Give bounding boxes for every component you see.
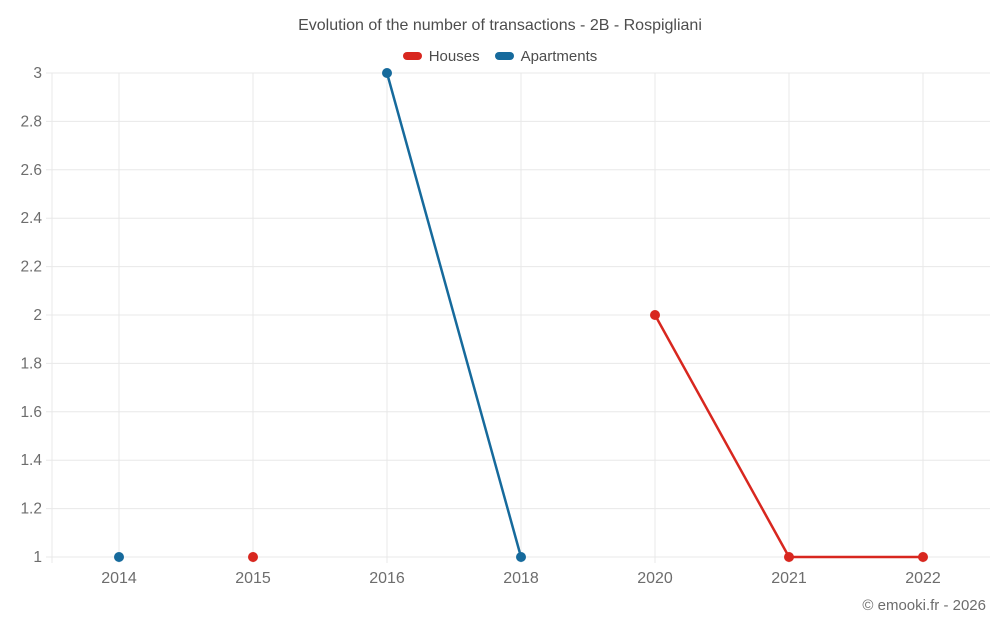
chart-legend: Houses Apartments [0,46,1000,66]
data-point-houses-2020[interactable] [650,310,660,320]
apartments-swatch-icon [494,52,514,60]
y-tick-label: 2.8 [20,113,42,130]
legend-item-apartments[interactable]: Apartments [494,47,598,65]
series-line-apartments [385,71,523,559]
legend-label-apartments: Apartments [520,47,598,65]
y-tick-label: 2 [33,307,42,324]
y-tick-label: 2.4 [20,210,42,227]
y-tick-label: 1.4 [20,452,42,469]
x-tick-label: 2018 [503,570,539,587]
legend-item-houses[interactable]: Houses [402,47,480,65]
y-tick-label: 1.8 [20,355,42,372]
x-tick-label: 2022 [905,570,941,587]
series-line-houses [653,313,791,559]
x-tick-label: 2020 [637,570,673,587]
x-tick-label: 2016 [369,570,405,587]
y-tick-label: 2.6 [20,162,42,179]
y-tick-label: 1 [33,549,42,566]
y-tick-label: 2.2 [20,259,42,276]
chart-title: Evolution of the number of transactions … [298,17,702,34]
y-tick-label: 1.6 [20,404,42,421]
copyright-text: © emooki.fr - 2026 [862,597,986,614]
data-point-houses-2022[interactable] [918,552,928,562]
x-tick-label: 2021 [771,570,807,587]
data-point-apartments-2018[interactable] [516,552,526,562]
x-tick-label: 2015 [235,570,271,587]
x-tick-label: 2014 [101,570,137,587]
legend-label-houses: Houses [428,47,480,65]
y-tick-label: 3 [33,65,42,82]
data-point-apartments-2014[interactable] [114,552,124,562]
data-point-houses-2015[interactable] [248,552,258,562]
data-point-apartments-2016[interactable] [382,68,392,78]
houses-swatch-icon [402,52,422,60]
data-point-houses-2021[interactable] [784,552,794,562]
y-tick-label: 1.2 [20,501,42,518]
